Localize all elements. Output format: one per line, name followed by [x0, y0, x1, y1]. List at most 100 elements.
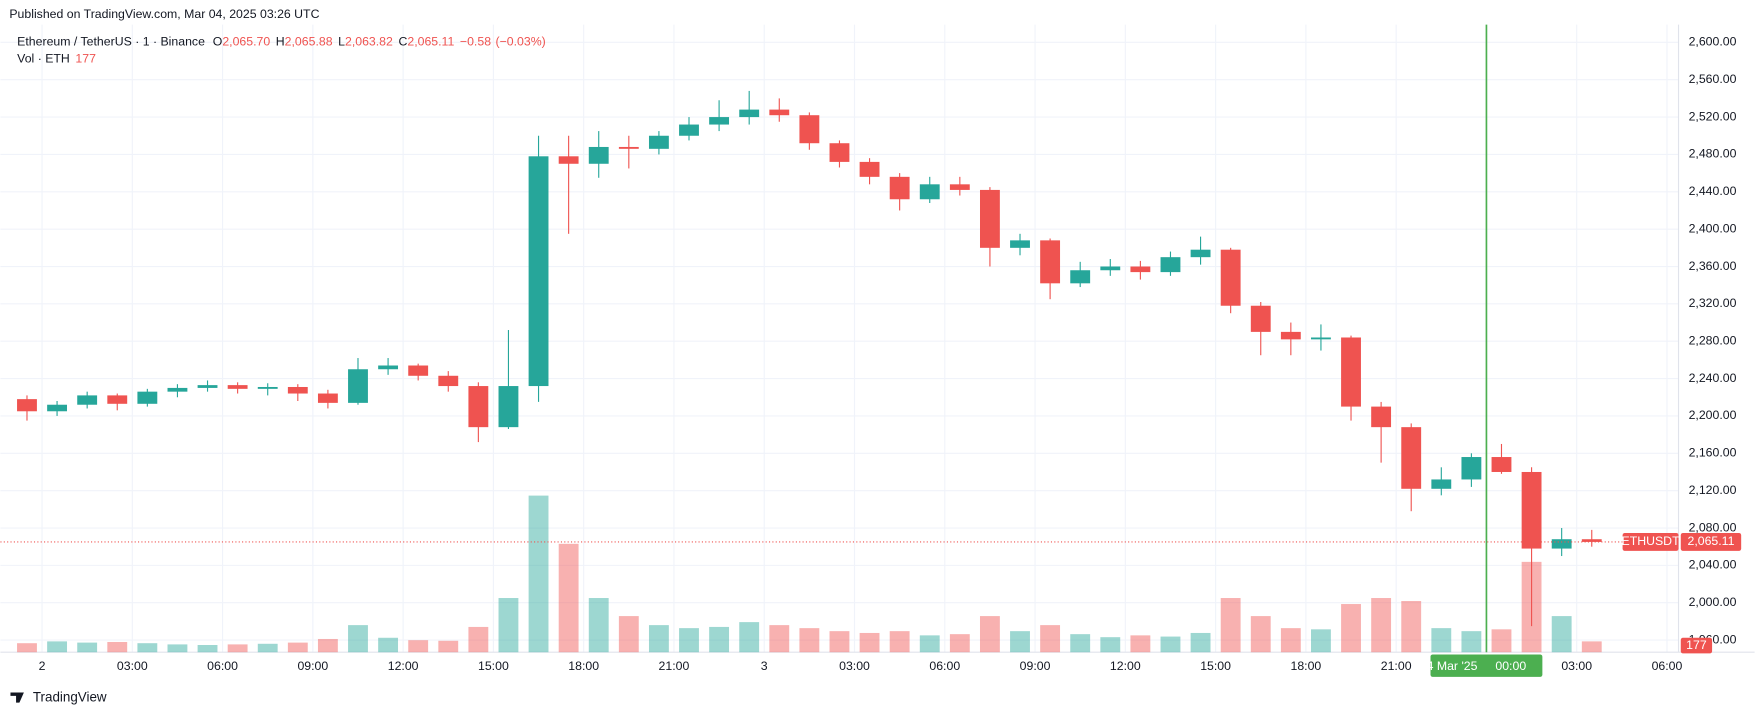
crosshair-date: 04 Mar '25 — [1420, 659, 1478, 673]
x-tick-label: 09:00 — [1020, 659, 1051, 673]
candle-body — [1130, 266, 1151, 273]
footer-logo: TradingView — [10, 690, 107, 705]
volume-bar — [1160, 636, 1181, 653]
candle-body — [1341, 337, 1361, 407]
candle-body — [1581, 539, 1602, 542]
y-tick-label: 2,400.00 — [1689, 221, 1737, 235]
x-tick-label: 15:00 — [478, 659, 509, 673]
y-tick-label: 2,280.00 — [1689, 333, 1737, 347]
candle-body — [1431, 479, 1452, 489]
candle-body — [1010, 240, 1030, 248]
volume-bar — [528, 495, 549, 653]
volume-bar — [829, 631, 850, 653]
candle-body — [1250, 305, 1271, 332]
volume-bar — [378, 637, 399, 653]
y-tick-label: 2,120.00 — [1689, 483, 1737, 497]
legend-value: 2,065.11 — [407, 35, 454, 49]
candles — [17, 90, 1602, 627]
volume-bar — [799, 628, 820, 653]
crosshair-badge — [1430, 654, 1543, 677]
volume-bar — [588, 598, 609, 653]
volume-bar — [77, 642, 98, 653]
volume-bar — [679, 628, 699, 653]
legend-key: O — [213, 35, 223, 49]
y-tick-label: 2,160.00 — [1689, 446, 1737, 460]
x-tick-label: 06:00 — [1652, 659, 1683, 673]
y-tick-label: 2,320.00 — [1689, 296, 1737, 310]
candle-body — [1401, 427, 1422, 489]
volume-bar — [17, 643, 37, 653]
candle-body — [1311, 337, 1331, 340]
legend-key: H — [276, 35, 285, 49]
candle-body — [348, 369, 368, 403]
volume-bar — [1401, 601, 1422, 653]
volume-value: 177 — [75, 52, 96, 66]
price-badge-text: 2,065.11 — [1687, 534, 1734, 548]
candle-body — [588, 146, 609, 164]
published-header: Published on TradingView.com, Mar 04, 20… — [9, 7, 319, 21]
x-tick-label: 15:00 — [1200, 659, 1231, 673]
volume-name: Vol · ETH — [17, 52, 70, 66]
candle-body — [859, 161, 880, 177]
y-tick-label: 2,600.00 — [1689, 35, 1737, 49]
y-tick-label: 2,040.00 — [1689, 558, 1737, 572]
volume-bar — [1280, 628, 1301, 653]
candle-body — [287, 386, 308, 394]
symbol-badge — [1622, 532, 1679, 551]
y-tick-label: 2,240.00 — [1689, 371, 1737, 385]
legend-key: C — [398, 35, 407, 49]
x-tick-label: 3 — [761, 659, 768, 673]
candle-body — [1100, 266, 1121, 271]
candle-body — [1461, 457, 1482, 480]
volume-bar — [1551, 616, 1572, 653]
candle-body — [949, 184, 970, 190]
legend-change-pct: (−0.03%) — [496, 35, 546, 49]
y-tick-label: 2,560.00 — [1689, 72, 1737, 86]
legend-value: 2,065.88 — [285, 35, 333, 49]
candle-body — [558, 156, 579, 164]
x-tick-label: 21:00 — [659, 659, 690, 673]
x-tick-label: 2 — [39, 659, 46, 673]
crosshair-time: 00:00 — [1495, 659, 1526, 673]
y-tick-label: 2,360.00 — [1689, 259, 1737, 273]
candle-body — [438, 375, 459, 387]
candle-body — [77, 395, 98, 405]
symbol-badge-text: ETHUSDT — [1622, 534, 1681, 548]
candle-body — [408, 365, 429, 376]
grid: 1,960.002,000.002,040.002,080.002,120.00… — [0, 24, 1755, 673]
candle-body — [137, 391, 158, 404]
x-tick-label: 09:00 — [297, 659, 328, 673]
candle-body — [648, 135, 669, 149]
volume-badge — [1680, 637, 1713, 654]
volume-bar — [949, 634, 970, 653]
candle-body — [979, 189, 1000, 248]
volume-bar — [287, 642, 308, 653]
volume-bar — [107, 641, 128, 653]
candle-body — [1040, 240, 1061, 284]
volume-bar — [1250, 616, 1271, 653]
volume-bar — [889, 631, 910, 653]
candle-body — [1160, 257, 1181, 273]
candle-body — [528, 156, 549, 387]
candle-body — [799, 115, 820, 144]
volume-bar — [1220, 598, 1241, 653]
candle-body — [47, 404, 68, 412]
volume-bar — [1100, 637, 1121, 653]
candle-body — [1491, 457, 1512, 472]
volume-bar — [47, 641, 68, 653]
x-tick-label: 18:00 — [568, 659, 599, 673]
volume-bar — [167, 644, 188, 653]
candle-body — [709, 117, 730, 125]
symbol: Ethereum / TetherUS · 1 · Binance — [17, 35, 205, 49]
y-tick-label: 2,200.00 — [1689, 408, 1737, 422]
x-tick-label: 03:00 — [839, 659, 870, 673]
x-tick-label: 21:00 — [1381, 659, 1412, 673]
legend-key: L — [338, 35, 345, 49]
volume-bar — [1010, 631, 1030, 653]
volume-bar — [1040, 625, 1061, 653]
y-tick-label: 2,000.00 — [1689, 595, 1737, 609]
volume-bar — [1130, 635, 1151, 653]
volume-bar — [1070, 634, 1091, 653]
x-tick-label: 03:00 — [1561, 659, 1592, 673]
